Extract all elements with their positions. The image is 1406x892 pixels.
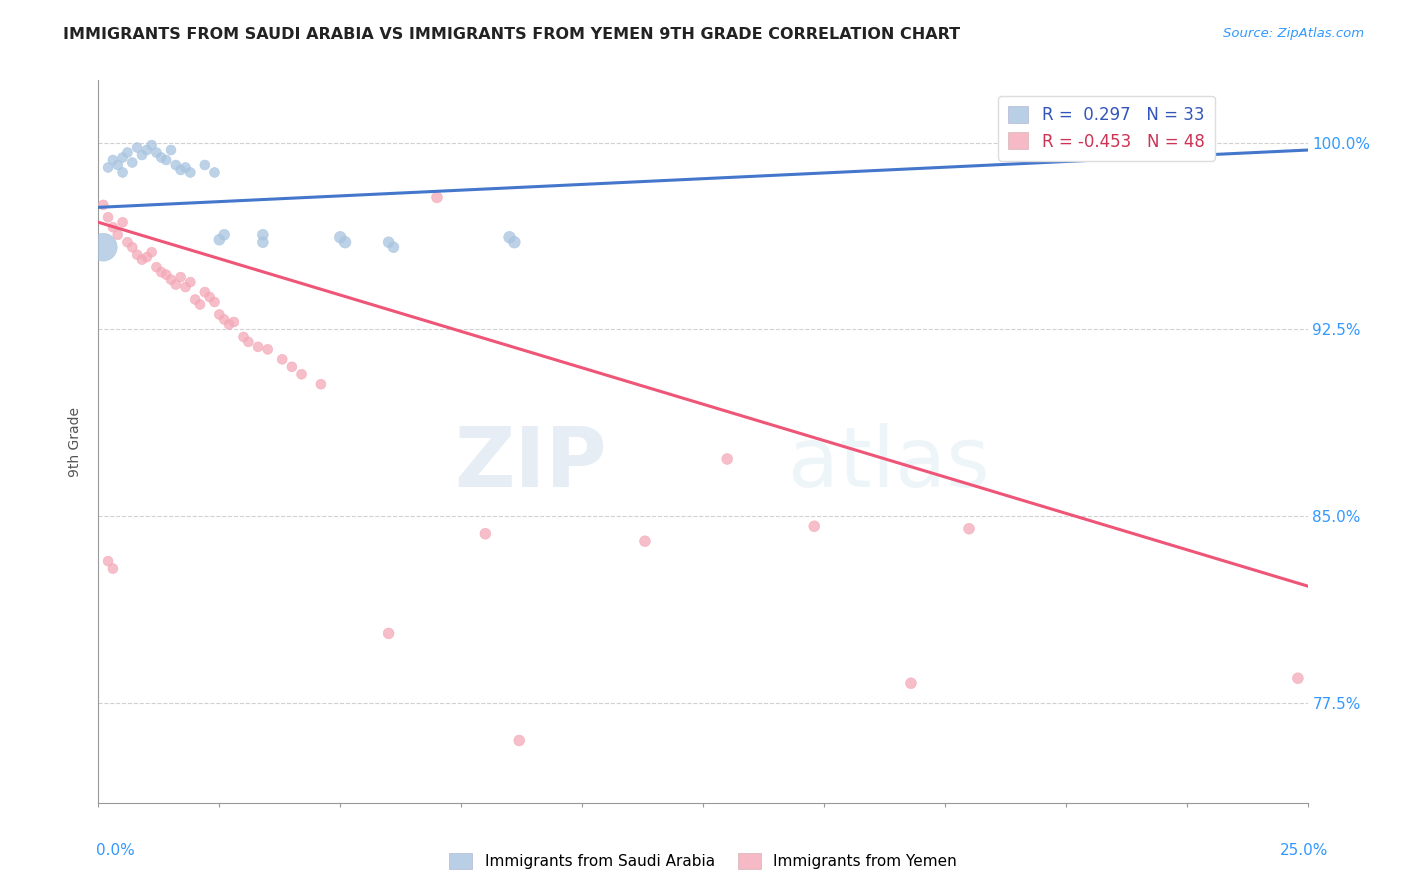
Point [127,140,149,154]
Point [247,340,270,354]
Point [117,235,139,250]
Point [160,272,183,286]
Legend: R =  0.297   N = 33, R = -0.453   N = 48: R = 0.297 N = 33, R = -0.453 N = 48 [998,95,1215,161]
Point [179,275,201,289]
Point [222,315,245,329]
Point [271,352,294,367]
Point [111,151,134,165]
Point [150,265,173,279]
Point [150,151,173,165]
Point [426,190,449,204]
Point [101,153,124,167]
Point [1078,138,1101,153]
Point [165,158,187,172]
Point [957,522,980,536]
Text: atlas: atlas [787,423,990,504]
Point [333,235,356,250]
Point [121,240,143,254]
Point [716,452,738,467]
Text: ZIP: ZIP [454,423,606,504]
Point [188,297,211,311]
Text: IMMIGRANTS FROM SAUDI ARABIA VS IMMIGRANTS FROM YEMEN 9TH GRADE CORRELATION CHAR: IMMIGRANTS FROM SAUDI ARABIA VS IMMIGRAN… [63,27,960,42]
Point [281,359,304,374]
Legend: Immigrants from Saudi Arabia, Immigrants from Yemen: Immigrants from Saudi Arabia, Immigrants… [443,847,963,875]
Point [803,519,825,533]
Point [135,143,157,157]
Point [145,145,167,160]
Text: 25.0%: 25.0% [1281,843,1329,858]
Point [179,165,201,179]
Point [127,248,149,262]
Point [141,245,163,260]
Point [309,377,332,392]
Point [212,312,235,326]
Point [900,676,922,690]
Point [194,158,217,172]
Point [174,280,197,294]
Point [474,526,496,541]
Point [141,138,163,153]
Point [377,235,399,250]
Point [1286,671,1309,685]
Point [238,334,260,349]
Point [498,230,520,244]
Y-axis label: 9th Grade: 9th Grade [69,407,83,476]
Point [256,343,278,357]
Point [382,240,405,254]
Point [107,227,129,242]
Point [329,230,352,244]
Point [204,295,226,310]
Point [194,285,217,299]
Point [97,554,120,568]
Point [208,233,231,247]
Point [160,143,183,157]
Point [169,163,191,178]
Point [111,215,134,229]
Point [165,277,187,292]
Point [117,145,139,160]
Point [377,626,399,640]
Point [169,270,191,285]
Point [155,268,177,282]
Point [184,293,207,307]
Point [155,153,177,167]
Text: 0.0%: 0.0% [96,843,135,858]
Point [212,227,235,242]
Point [91,240,114,254]
Point [634,534,657,549]
Point [508,733,530,747]
Point [232,330,254,344]
Point [503,235,526,250]
Point [111,165,134,179]
Point [208,308,231,322]
Point [145,260,167,274]
Point [101,220,124,235]
Point [198,290,221,304]
Point [121,155,143,169]
Point [218,318,240,332]
Point [174,161,197,175]
Point [135,250,157,264]
Text: Source: ZipAtlas.com: Source: ZipAtlas.com [1223,27,1364,40]
Point [97,211,120,225]
Point [101,561,124,575]
Point [252,235,274,250]
Point [204,165,226,179]
Point [131,252,153,267]
Point [107,158,129,172]
Point [252,227,274,242]
Point [91,198,114,212]
Point [131,148,153,162]
Point [97,161,120,175]
Point [290,368,312,382]
